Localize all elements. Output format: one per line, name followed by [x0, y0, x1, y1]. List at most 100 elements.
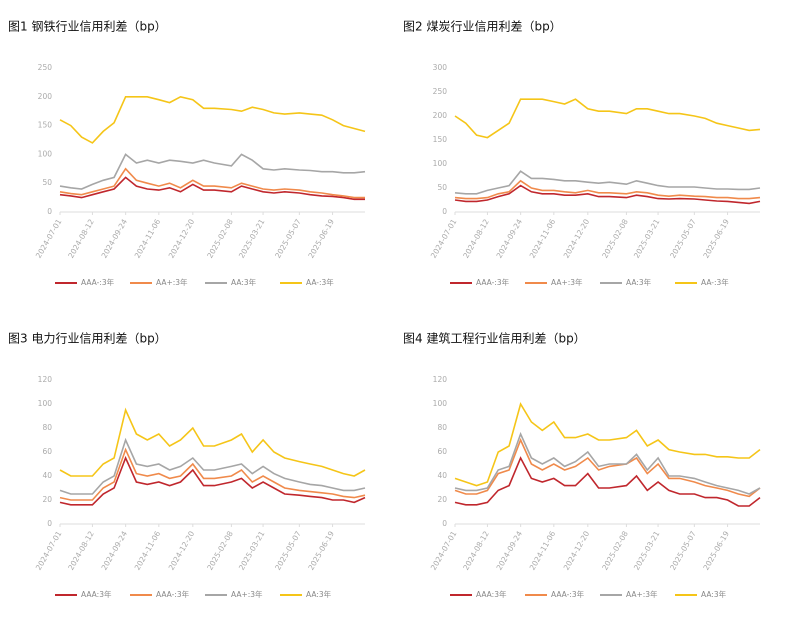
x-tick-label: 2025-06-19	[306, 217, 336, 259]
series-line	[454, 437, 761, 498]
x-tick-label: 2025-03-21	[632, 217, 662, 259]
x-tick-label: 2025-05-07	[273, 217, 303, 259]
x-tick-label: 2025-05-07	[273, 529, 303, 571]
series-line	[454, 401, 761, 487]
x-tick-label: 2025-03-21	[237, 217, 267, 259]
legend-label: AAA:3年	[476, 589, 507, 599]
legend-label: AA:3年	[701, 589, 727, 599]
x-tick-label: 2025-03-21	[237, 529, 267, 571]
series-line	[454, 431, 761, 495]
series-line	[454, 170, 761, 195]
series-line	[454, 98, 761, 139]
chart-title: 图3 电力行业信用利差（bp）	[8, 332, 167, 346]
x-tick-label: 2024-11-06	[133, 217, 163, 259]
legend-label: AA+:3年	[156, 277, 188, 287]
x-tick-label: 2024-09-24	[495, 217, 525, 259]
legend-label: AAA-:3年	[156, 589, 190, 599]
x-tick-label: 2024-11-06	[528, 529, 558, 571]
x-tick-label: 2024-12-20	[167, 217, 197, 259]
x-tick-label: 2024-08-12	[461, 217, 491, 259]
x-tick-label: 2024-11-06	[528, 217, 558, 259]
y-tick-label: 0	[47, 207, 52, 216]
y-tick-label: 20	[437, 495, 447, 504]
x-tick-label: 2025-06-19	[701, 529, 731, 571]
y-tick-label: 250	[433, 87, 448, 96]
x-tick-label: 2024-12-20	[562, 529, 592, 571]
legend-label: AA-:3年	[306, 277, 334, 287]
legend-label: AAA-:3年	[476, 277, 510, 287]
x-tick-label: 2025-06-19	[306, 529, 336, 571]
x-tick-label: 2024-07-01	[34, 217, 64, 259]
y-tick-label: 100	[433, 159, 448, 168]
x-tick-label: 2025-02-08	[600, 529, 630, 571]
legend-label: AAA-:3年	[81, 277, 115, 287]
legend-label: AA-:3年	[701, 277, 729, 287]
x-tick-label: 2024-09-24	[495, 529, 525, 571]
series-line	[59, 167, 365, 199]
y-tick-label: 150	[38, 121, 53, 130]
x-tick-label: 2025-02-08	[600, 217, 630, 259]
x-tick-label: 2025-02-08	[205, 217, 235, 259]
y-tick-label: 20	[42, 495, 52, 504]
x-tick-label: 2024-12-20	[167, 529, 197, 571]
y-tick-label: 60	[42, 447, 52, 456]
y-tick-label: 200	[38, 92, 53, 101]
series-line	[59, 176, 365, 201]
y-tick-label: 200	[433, 111, 448, 120]
y-tick-label: 0	[47, 519, 52, 528]
y-tick-label: 50	[42, 178, 52, 187]
y-tick-label: 40	[437, 471, 447, 480]
x-tick-label: 2025-06-19	[701, 217, 731, 259]
x-tick-label: 2024-09-24	[100, 529, 130, 571]
y-tick-label: 100	[38, 399, 53, 408]
y-tick-label: 50	[437, 183, 447, 192]
x-tick-label: 2024-07-01	[34, 529, 64, 571]
legend-label: AA:3年	[306, 589, 332, 599]
series-line	[59, 437, 366, 495]
legend-label: AA+:3年	[551, 277, 583, 287]
legend-label: AAA:3年	[81, 589, 112, 599]
chart-title: 图2 煤炭行业信用利差（bp）	[403, 20, 562, 34]
x-tick-label: 2025-03-21	[632, 529, 662, 571]
chart-title: 图4 建筑工程行业信用利差（bp）	[403, 331, 586, 346]
legend-label: AA+:3年	[231, 589, 263, 599]
y-tick-label: 100	[38, 149, 53, 158]
y-tick-label: 80	[42, 423, 52, 432]
x-tick-label: 2024-12-20	[562, 217, 592, 259]
y-tick-label: 120	[433, 375, 448, 384]
x-tick-label: 2024-07-01	[429, 217, 459, 259]
legend-label: AA:3年	[231, 277, 257, 287]
y-tick-label: 120	[38, 375, 53, 384]
x-tick-label: 2025-05-07	[668, 529, 698, 571]
x-tick-label: 2024-08-12	[66, 217, 96, 259]
series-line	[454, 456, 761, 507]
y-tick-label: 250	[38, 63, 53, 72]
series-line	[59, 95, 366, 144]
y-tick-label: 0	[442, 519, 447, 528]
x-tick-label: 2024-08-12	[461, 529, 491, 571]
legend-label: AA+:3年	[626, 589, 658, 599]
series-line	[59, 407, 366, 477]
series-line	[454, 179, 761, 200]
legend-label: AAA-:3年	[551, 589, 585, 599]
series-line	[454, 184, 761, 205]
y-tick-label: 60	[437, 447, 447, 456]
legend-label: AA:3年	[626, 277, 652, 287]
y-tick-label: 40	[42, 471, 52, 480]
x-tick-label: 2024-07-01	[429, 529, 459, 571]
series-line	[59, 447, 366, 501]
y-tick-label: 150	[433, 135, 448, 144]
y-tick-label: 100	[433, 399, 448, 408]
y-tick-label: 300	[433, 63, 448, 72]
x-tick-label: 2025-02-08	[205, 529, 235, 571]
y-tick-label: 80	[437, 423, 447, 432]
x-tick-label: 2024-09-24	[100, 217, 130, 259]
x-tick-label: 2024-08-12	[66, 529, 96, 571]
chart-title: 图1 钢铁行业信用利差（bp）	[8, 20, 167, 34]
series-line	[59, 455, 366, 506]
x-tick-label: 2024-11-06	[133, 529, 163, 571]
y-tick-label: 0	[442, 207, 447, 216]
x-tick-label: 2025-05-07	[668, 217, 698, 259]
series-line	[59, 153, 366, 190]
